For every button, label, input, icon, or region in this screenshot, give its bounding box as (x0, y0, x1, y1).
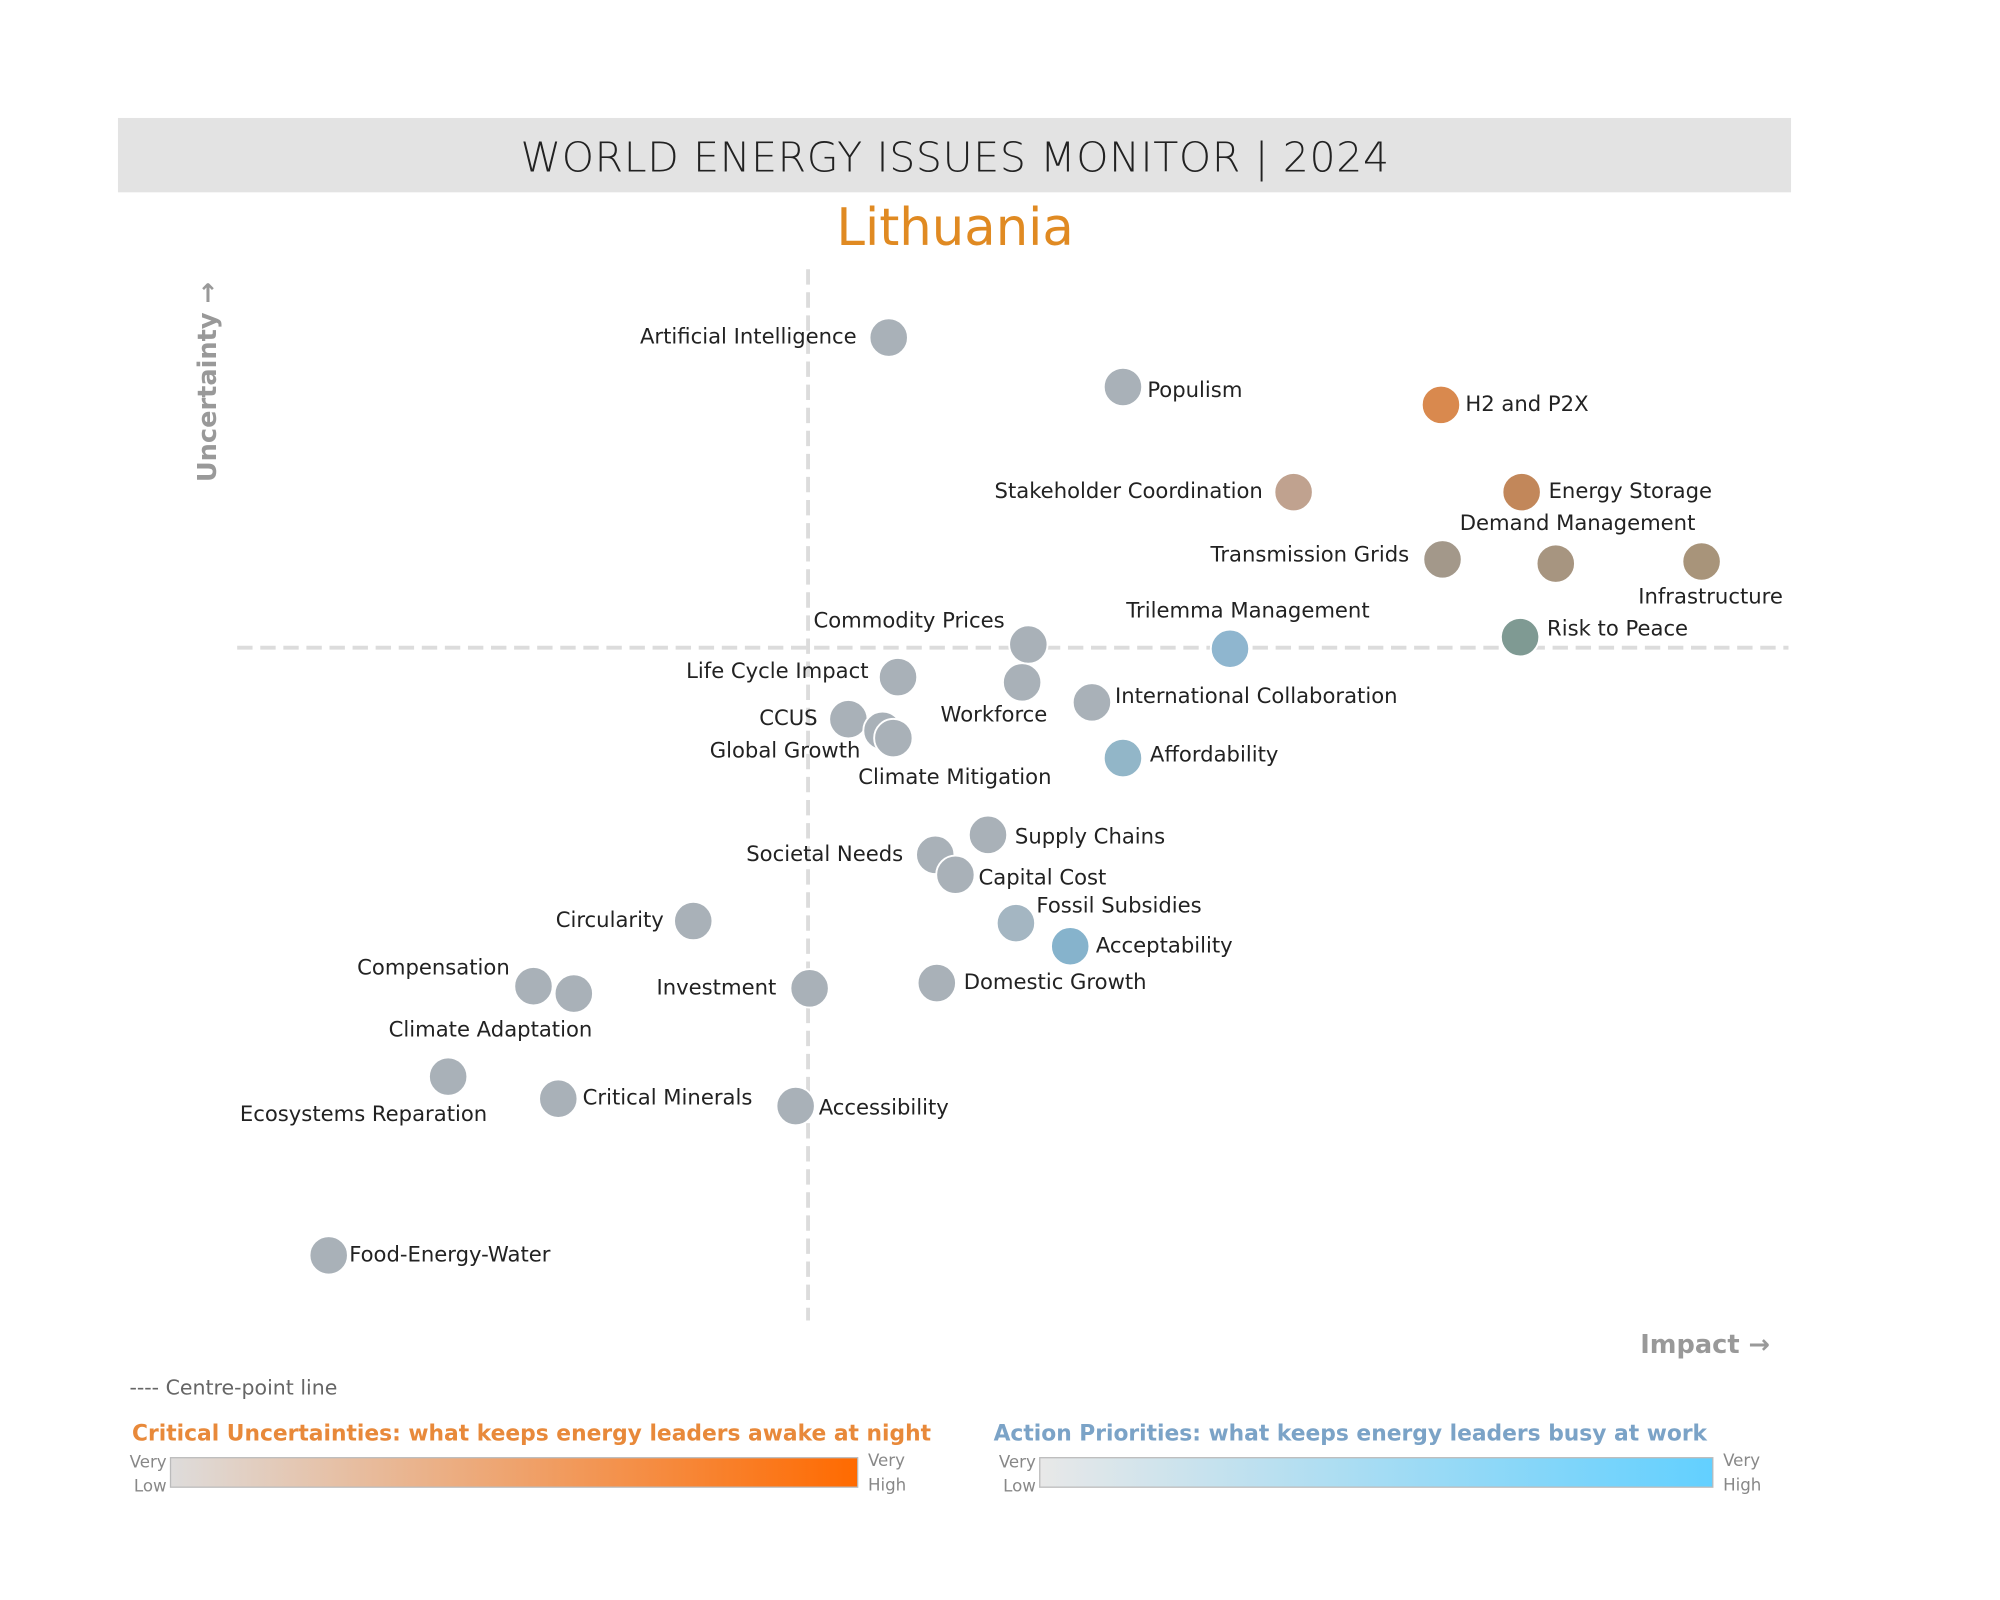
point-label: Climate Adaptation (389, 1017, 593, 1042)
point (916, 962, 958, 1004)
point (828, 698, 869, 740)
point (553, 973, 595, 1014)
point (1499, 616, 1541, 658)
point (775, 1085, 816, 1127)
point (935, 854, 976, 895)
point (1102, 737, 1144, 779)
point (1273, 471, 1314, 513)
point-label: Transmission Grids (1210, 542, 1410, 567)
point-label: Investment (657, 974, 777, 999)
point-label: Supply Chains (1015, 823, 1165, 848)
legend-low: Very (999, 1452, 1036, 1471)
point (877, 656, 919, 698)
point (1422, 539, 1463, 580)
point (873, 717, 914, 759)
chart-title: WORLD ENERGY ISSUES MONITOR | 2024 (521, 133, 1390, 181)
point (1535, 543, 1576, 584)
point-label: Food-Energy-Water (349, 1241, 551, 1266)
point-label: International Collaboration (1115, 683, 1398, 708)
point-label: Life Cycle Impact (686, 658, 868, 683)
point (789, 968, 830, 1009)
point (1001, 662, 1043, 703)
legend-title: Action Priorities: what keeps energy lea… (994, 1422, 1708, 1447)
point-label: Commodity Prices (813, 607, 1004, 632)
point (967, 814, 1009, 856)
point-label: Stakeholder Coordination (995, 478, 1263, 503)
point (427, 1056, 469, 1097)
y-axis-label: Uncertainty → (193, 282, 223, 482)
point (308, 1235, 349, 1276)
point-label: Societal Needs (746, 841, 903, 866)
point-label: Domestic Growth (964, 969, 1147, 994)
point-label: Capital Cost (979, 865, 1107, 890)
legend-high: High (868, 1475, 906, 1494)
point-label: Artificial Intelligence (640, 324, 857, 349)
point (1501, 471, 1542, 513)
centre-note: ---- Centre-point line (129, 1375, 337, 1399)
point-label: Energy Storage (1549, 478, 1712, 503)
point-label: Populism (1147, 377, 1242, 402)
point-label: Critical Minerals (583, 1085, 753, 1110)
x-axis-label: Impact → (1640, 1330, 1770, 1360)
point-label: H2 and P2X (1465, 391, 1588, 416)
point (1050, 926, 1091, 967)
chart-subtitle: Lithuania (836, 198, 1073, 258)
point-label: Accessibility (819, 1095, 949, 1120)
point (538, 1078, 579, 1119)
legend-low: Low (1003, 1477, 1036, 1496)
point-label: Ecosystems Reparation (240, 1101, 487, 1126)
point (1071, 682, 1113, 723)
legend-high: Very (868, 1451, 905, 1470)
header-bar (117, 117, 1792, 193)
point-label: Affordability (1150, 742, 1279, 767)
point-label: Risk to Peace (1547, 615, 1688, 640)
point (513, 966, 554, 1007)
point-label: Workforce (941, 702, 1048, 727)
point-label: Trilemma Management (1125, 598, 1369, 623)
point-label: Compensation (357, 954, 510, 979)
legend-title: Critical Uncertainties: what keeps energ… (132, 1422, 931, 1447)
point (1008, 624, 1049, 665)
point-label: Fossil Subsidies (1036, 892, 1201, 917)
point-label: Acceptability (1096, 932, 1233, 957)
legend-low: Very (130, 1452, 167, 1471)
legend-high: High (1723, 1475, 1761, 1494)
point-label: Global Growth (710, 737, 861, 762)
point (673, 900, 714, 942)
point (1420, 384, 1462, 426)
point-label: Circularity (556, 907, 664, 932)
point-label: Demand Management (1460, 510, 1696, 535)
legend-gradient (169, 1457, 859, 1488)
legend-high: Very (1723, 1451, 1760, 1470)
point-label: Infrastructure (1638, 583, 1783, 608)
point (1681, 541, 1722, 582)
point (995, 902, 1037, 944)
point-label: CCUS (759, 705, 817, 730)
point (1209, 628, 1251, 669)
legend-low: Low (134, 1477, 167, 1496)
point (1102, 366, 1144, 408)
point (868, 317, 909, 358)
legend-gradient (1039, 1457, 1714, 1488)
point-label: Climate Mitigation (858, 764, 1051, 789)
